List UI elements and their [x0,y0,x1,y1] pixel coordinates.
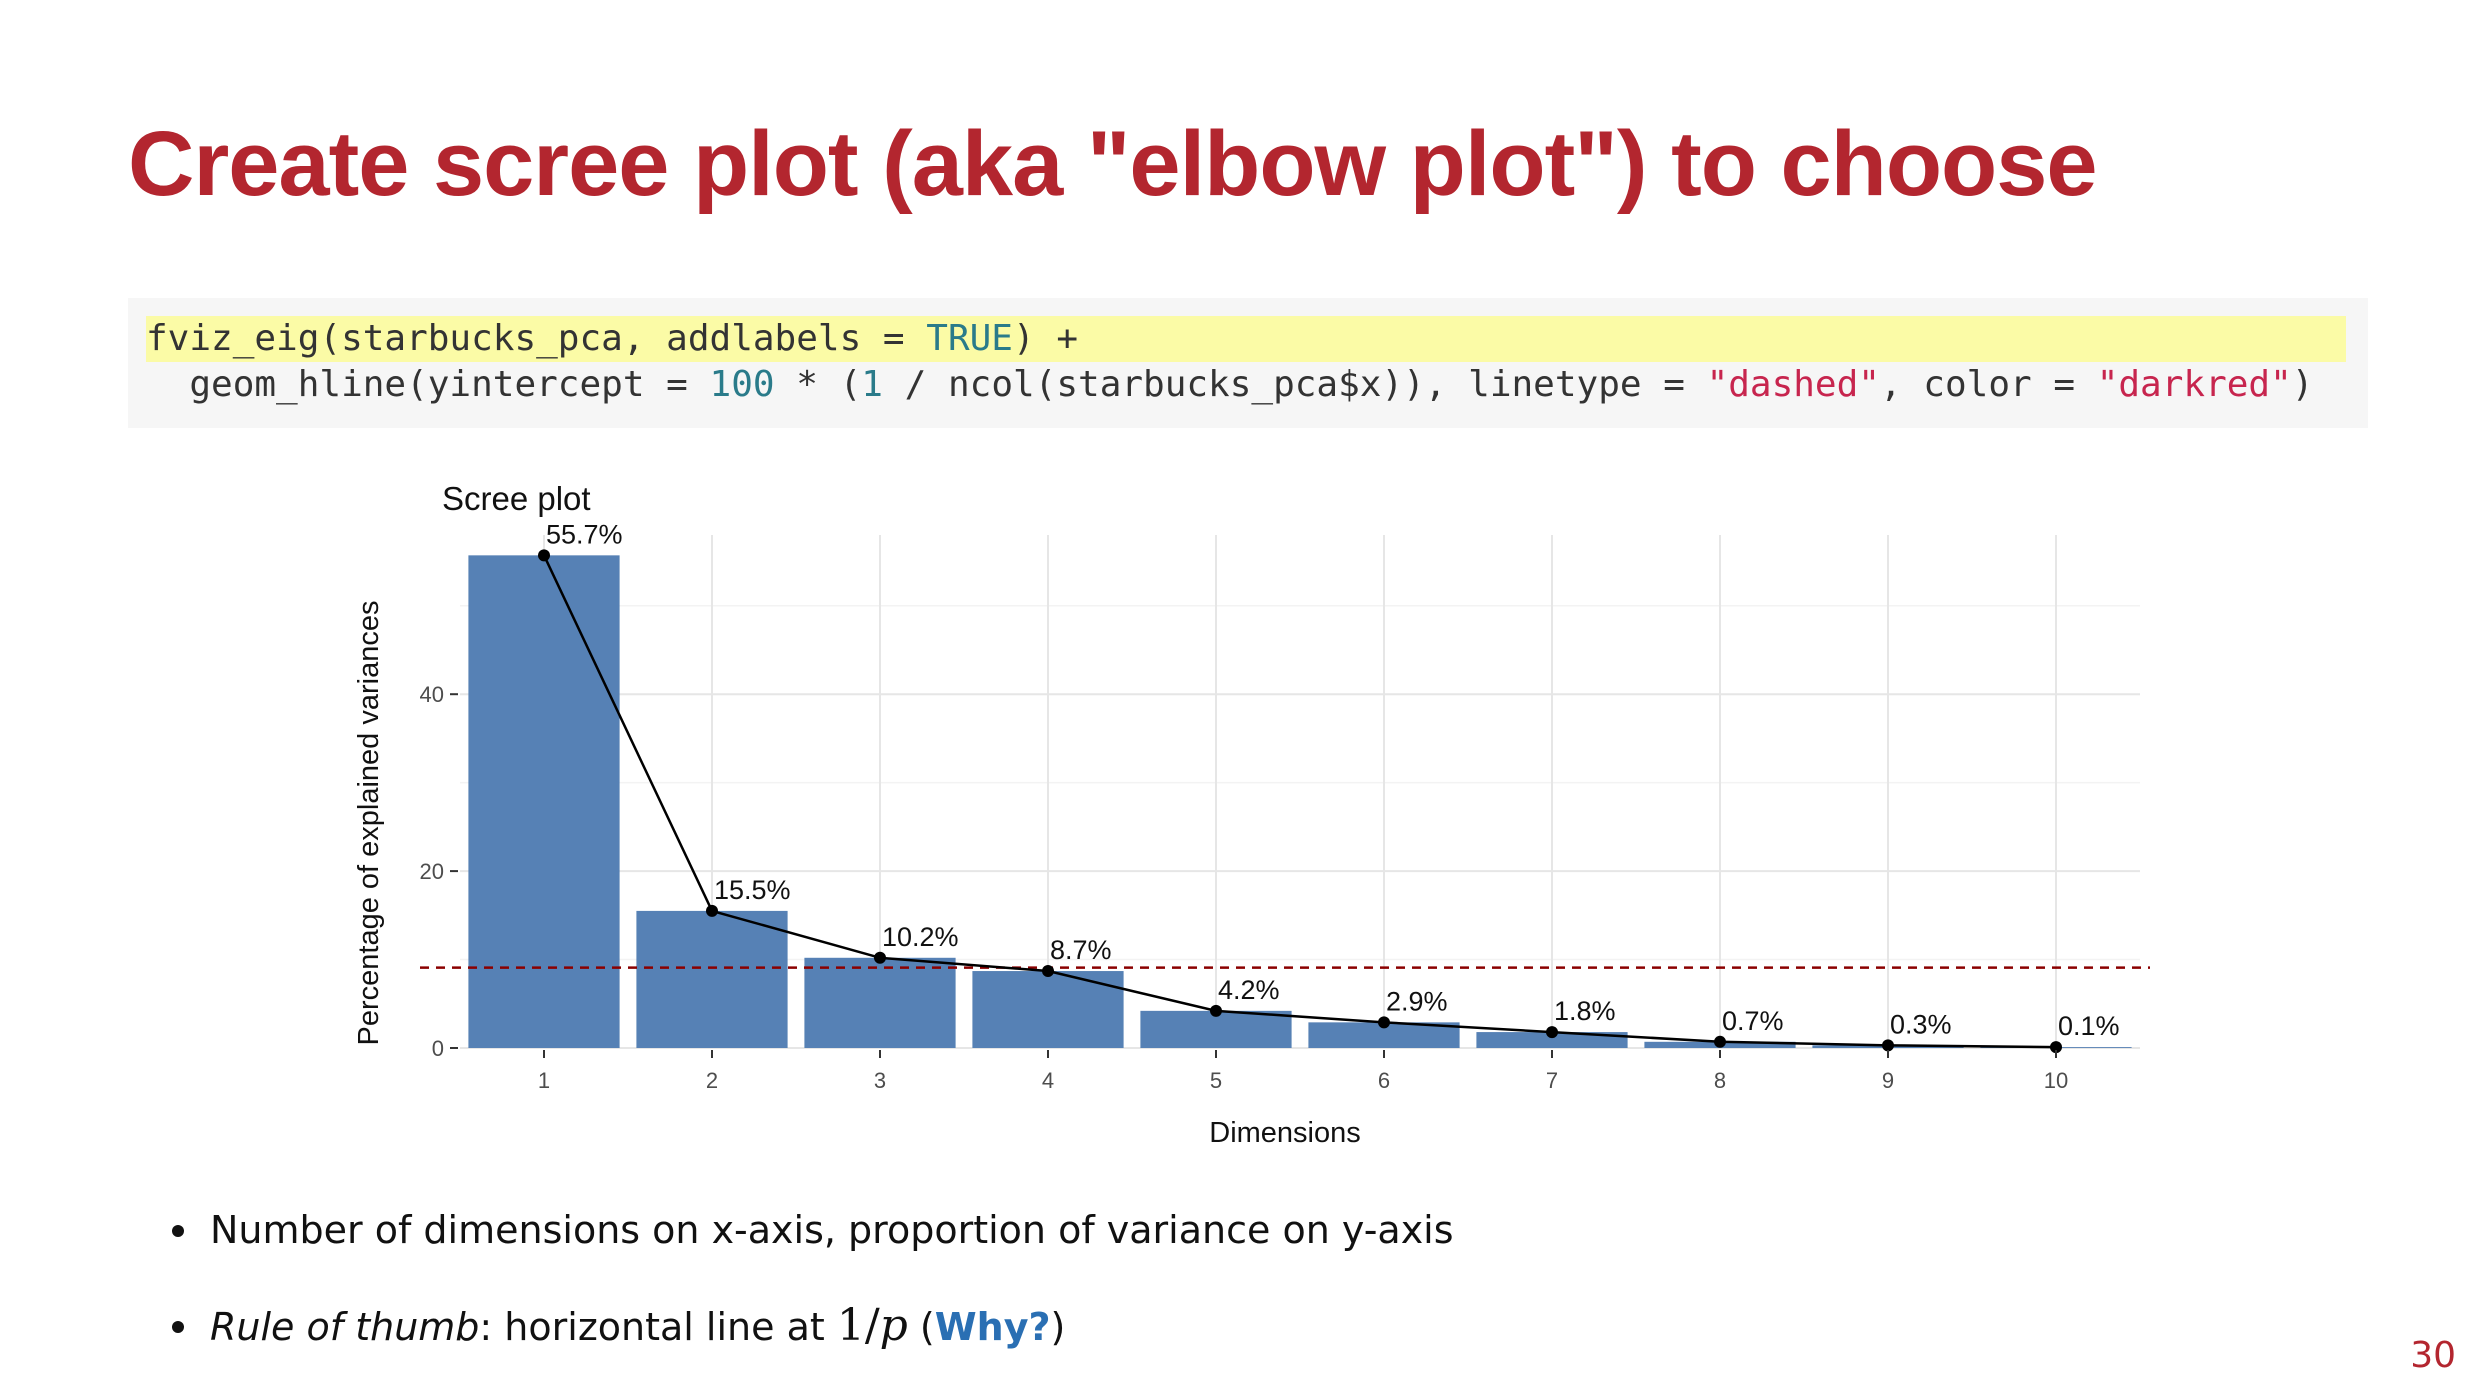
x-tick-label: 10 [2044,1068,2068,1093]
code-token-string: "darkred" [2096,364,2292,405]
data-point [1882,1039,1894,1052]
data-point [1042,965,1054,978]
data-point [1546,1026,1558,1039]
slide-title: Create scree plot (aka "elbow plot") to … [128,113,2098,215]
data-label: 15.5% [714,875,791,905]
x-tick-label: 6 [1378,1068,1390,1093]
data-point [2050,1041,2062,1054]
math-slash: / [864,1300,880,1351]
math-variable: p [879,1300,908,1351]
chart-title: Scree plot [442,480,591,517]
x-tick-label: 1 [538,1068,550,1093]
code-line-2: geom_hline(yintercept = 100 * (1 / ncol(… [146,362,2313,408]
scree-plot-svg: 55.7%15.5%10.2% 8.7%4.2% 2.9% 1.8% 0.7% 0.3% 0… [353,480,2150,1149]
code-token: ) + [1012,318,1078,359]
scree-plot: 55.7% 15.5% 10.2% 8.7% 4.2% 2.9% 1.8% 0.7% 0.3% 0… [350,470,2150,1160]
x-tick-label: 3 [874,1068,886,1093]
bar [804,957,956,1048]
x-tick-label: 9 [1882,1068,1894,1093]
trend-line [542,554,2057,1049]
data-point [1378,1016,1390,1029]
data-point [1714,1035,1726,1048]
y-tick-label: 40 [420,682,444,707]
bar [468,555,620,1048]
code-token: * ( [774,364,862,405]
data-point [706,904,718,917]
y-axis-title: Percentage of explained variances [353,601,385,1046]
trend-line-group [538,549,2062,1054]
math-numerator: 1 [836,1300,865,1351]
y-tick-label: 0 [432,1036,444,1061]
bullet-list: Number of dimensions on x-axis, proporti… [168,1200,1454,1392]
x-tick-label: 7 [1546,1068,1558,1093]
x-tick-label: 2 [706,1068,718,1093]
code-token: fviz_eig(starbucks_pca, addlabels = [146,318,927,359]
code-token-constant: TRUE [926,318,1013,359]
grid-lines [460,535,2140,1049]
data-label: 55.7% [546,519,623,549]
data-point [874,951,886,964]
data-label: 1.8% [1554,996,1616,1026]
code-token: / ncol(starbucks_pca$x)), linetype = [882,364,1707,405]
math-expression: 1/p [837,1300,908,1351]
code-token: geom_hline(yintercept = [146,364,710,405]
data-point [1210,1004,1222,1017]
x-tick-label: 5 [1210,1068,1222,1093]
bar [1140,1010,1292,1048]
why-link[interactable]: Why? [934,1305,1051,1349]
data-label: 0.7% [1722,1006,1784,1036]
x-axis-title: Dimensions [1209,1117,1361,1149]
data-label: 10.2% [882,922,959,952]
code-token: , color = [1879,364,2097,405]
data-labels: 55.7% 15.5% 10.2% 8.7% 4.2% 2.9% 1.8% 0.7% 0.3% 0… [546,519,2120,1041]
code-line-1: fviz_eig(starbucks_pca, addlabels = TRUE… [146,316,2346,362]
page-number: 30 [2410,1335,2456,1376]
x-tick-label: 4 [1042,1068,1054,1093]
x-tick-label: 8 [1714,1068,1726,1093]
bullet-emphasis: Rule of thumb [210,1305,480,1349]
bullet-text: : horizontal line at [479,1305,837,1349]
data-label: 0.1% [2058,1011,2120,1041]
y-tick-label: 20 [420,859,444,884]
code-token: ) [2291,364,2314,405]
bullet-text: ( [907,1305,935,1349]
bullet-text: Number of dimensions on x-axis, proporti… [210,1208,1454,1252]
code-block: fviz_eig(starbucks_pca, addlabels = TRUE… [128,298,2368,428]
data-label: 2.9% [1386,986,1448,1016]
bullet-text: ) [1050,1305,1066,1349]
data-label: 4.2% [1218,975,1280,1005]
bullet-item-rule-of-thumb: Rule of thumb: horizontal line at 1/p (W… [168,1296,1454,1356]
code-token-string: "dashed" [1706,364,1880,405]
bullet-item-axes: Number of dimensions on x-axis, proporti… [168,1200,1454,1260]
code-token-number: 100 [709,364,775,405]
bar [1476,1032,1628,1048]
code-token-number: 1 [861,364,883,405]
bar [636,910,788,1048]
axes: 0 20 40 1 2 3 4 5 6 7 8 9 10 [420,682,2069,1093]
data-label: 8.7% [1050,935,1112,965]
data-label: 0.3% [1890,1009,1952,1039]
bars [468,555,2132,1048]
data-point [538,549,550,562]
